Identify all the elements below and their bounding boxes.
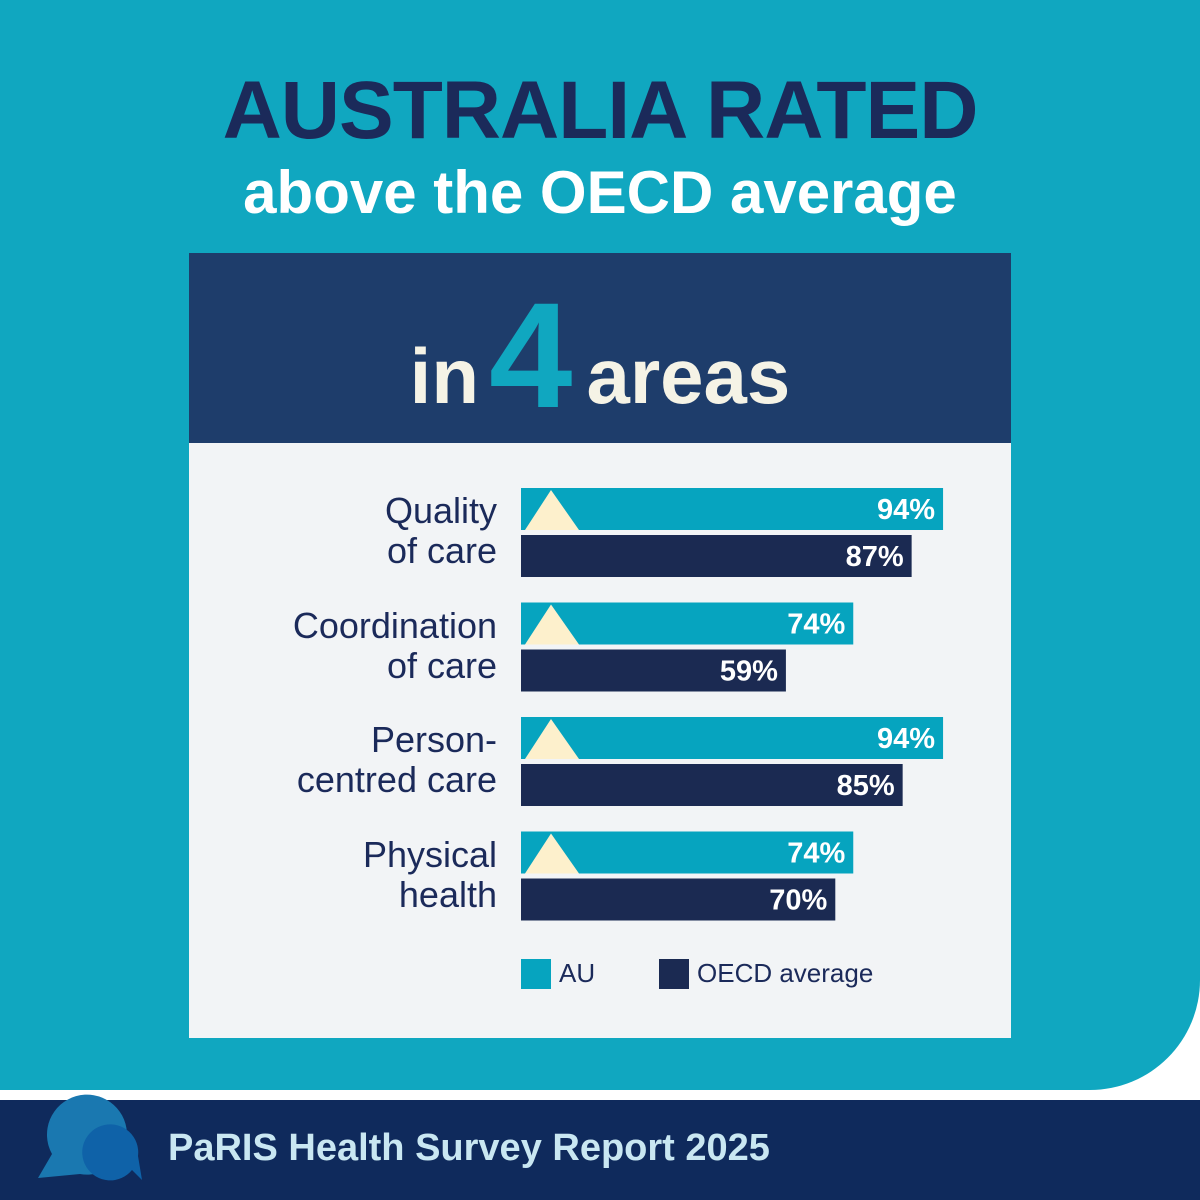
headline: in 4 areas xyxy=(189,253,1011,443)
category-label: Quality of care xyxy=(384,490,497,571)
oecd-value-label: 87% xyxy=(846,541,904,573)
au-bar xyxy=(521,717,944,759)
legend-au: AU xyxy=(521,958,595,989)
category-label: Person- centred care xyxy=(296,719,497,800)
au-value-label: 94% xyxy=(877,723,935,755)
above-average-marker-icon xyxy=(525,490,579,530)
subtitle-rest: the OECD average xyxy=(416,159,957,226)
bar-chart: 94% 87% 74% 59% 94% 85% 74% 70% xyxy=(521,488,944,921)
category-label: Coordination of care xyxy=(292,604,497,686)
legend-au-label: AU xyxy=(559,958,596,988)
footer-bar xyxy=(0,1100,1200,1200)
au-bar xyxy=(521,831,854,874)
legend-oecd: OECD average xyxy=(659,958,873,989)
oecd-value-label: 85% xyxy=(837,770,895,802)
legend-oecd-swatch xyxy=(659,958,689,989)
legend-oecd-label: OECD average xyxy=(697,958,874,988)
headline-number: 4 xyxy=(489,271,573,439)
legend-au-swatch xyxy=(521,958,551,989)
speech-bubbles-icon xyxy=(38,1094,142,1181)
page-title: AUSTRALIA RATED xyxy=(222,65,979,156)
subtitle-emphasis: above xyxy=(243,159,417,226)
oecd-bar xyxy=(521,878,836,921)
oecd-bar xyxy=(521,535,912,577)
headline-prefix: in xyxy=(409,332,479,420)
oecd-bar xyxy=(521,764,903,806)
headline-suffix: areas xyxy=(586,332,791,420)
page-subtitle: above the OECD average xyxy=(0,163,1200,223)
au-value-label: 94% xyxy=(877,494,935,526)
au-bar xyxy=(521,488,944,530)
footer-title: PaRIS Health Survey Report 2025 xyxy=(168,1127,770,1169)
above-average-marker-icon xyxy=(525,604,579,645)
au-bar xyxy=(521,602,854,645)
au-value-label: 74% xyxy=(787,609,845,641)
category-label: Physical health xyxy=(362,833,497,915)
oecd-value-label: 70% xyxy=(769,885,827,917)
above-average-marker-icon xyxy=(525,719,579,759)
above-average-marker-icon xyxy=(525,833,579,874)
au-value-label: 74% xyxy=(787,838,845,870)
oecd-value-label: 59% xyxy=(720,656,778,688)
oecd-bar xyxy=(521,649,786,692)
headline-banner: in 4 areas xyxy=(189,253,1011,443)
